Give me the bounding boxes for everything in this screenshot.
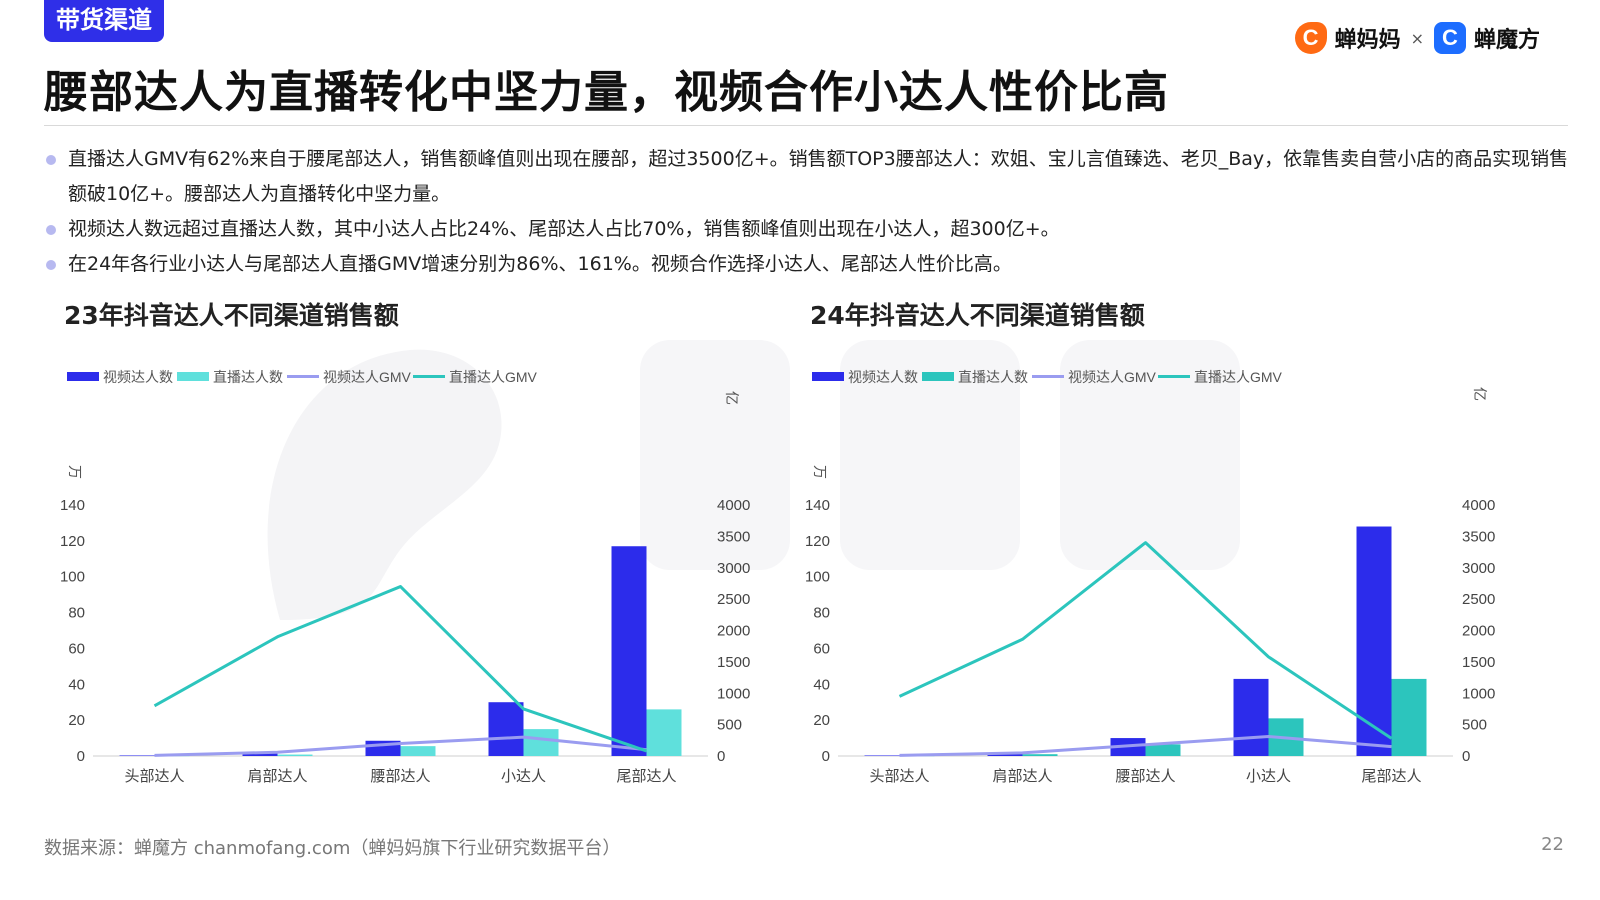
category-label: 头部达人 (869, 768, 929, 785)
bar (400, 746, 436, 756)
left-tick-label: 140 (805, 497, 830, 514)
bar (1356, 526, 1392, 756)
category-label: 头部达人 (124, 768, 184, 785)
series-line (154, 735, 647, 757)
chanmama-logo-icon: C (1294, 22, 1327, 54)
bullet-item: 在24年各行业小达人与尾部达人直播GMV增速分别为86%、161%。视频合作选择… (44, 247, 1574, 282)
right-tick-label: 3000 (1462, 560, 1495, 577)
page-number: 22 (1541, 834, 1564, 855)
bar (488, 702, 524, 756)
bar (242, 753, 278, 756)
bar (1145, 744, 1181, 756)
legend-label: 视频达人数 (103, 369, 173, 385)
left-tick-label: 40 (813, 676, 830, 693)
category-label: 小达人 (501, 768, 546, 785)
category-label: 腰部达人 (370, 768, 430, 785)
legend-label: 直播达人GMV (1194, 369, 1283, 385)
chanmofang-logo-text: 蝉魔方 (1473, 28, 1540, 53)
legend-label: 直播达人数 (958, 369, 1028, 385)
legend-label: 直播达人GMV (449, 369, 538, 385)
left-tick-label: 80 (813, 605, 830, 622)
right-tick-label: 1000 (1462, 685, 1495, 702)
chart-24: 视频达人数 直播达人数 视频达人GMV 直播达人GMV 万 亿 0 20 40 60 80 100 12… (805, 369, 1495, 785)
section-tag: 带货渠道 (44, 0, 164, 42)
legend-swatch (922, 372, 954, 381)
right-tick-label: 3000 (717, 560, 750, 577)
left-tick-label: 60 (813, 640, 830, 657)
brand-logos: C 蝉妈妈 × C 蝉魔方 (1294, 22, 1540, 54)
legend-label: 视频达人GMV (1068, 369, 1157, 385)
category-label: 腰部达人 (1115, 768, 1175, 785)
left-tick-label: 40 (68, 676, 85, 693)
right-tick-label: 1500 (1462, 654, 1495, 671)
right-tick-label: 1000 (717, 685, 750, 702)
chart-23: 视频达人数 直播达人数 视频达人GMV 直播达人GMV 万 亿 0 20 40 60 80 100 12… (60, 369, 750, 785)
bar (646, 709, 682, 756)
legend-label: 直播达人数 (213, 369, 283, 385)
right-axis-label: 亿 (724, 391, 740, 405)
left-tick-label: 20 (813, 712, 830, 729)
bar (611, 546, 647, 756)
bullet-item: 视频达人数远超过直播达人数，其中小达人占比24%、尾部达人占比70%，销售额峰值… (44, 212, 1574, 247)
right-tick-label: 2000 (717, 623, 750, 640)
left-axis-label: 万 (67, 465, 83, 479)
category-label: 尾部达人 (1361, 768, 1421, 785)
chanmofang-logo-icon: C (1433, 22, 1466, 54)
right-tick-label: 2500 (717, 591, 750, 608)
left-tick-label: 140 (60, 497, 85, 514)
left-tick-label: 0 (822, 748, 830, 765)
data-source-footer: 数据来源：蝉魔方 chanmofang.com（蝉妈妈旗下行业研究数据平台） (44, 838, 621, 859)
right-tick-label: 2500 (1462, 591, 1495, 608)
category-label: 小达人 (1246, 768, 1291, 785)
right-tick-label: 3500 (1462, 528, 1495, 545)
left-tick-label: 0 (77, 748, 85, 765)
left-tick-label: 100 (60, 569, 85, 586)
logo-separator: × (1410, 28, 1424, 48)
right-tick-label: 1500 (717, 654, 750, 671)
left-tick-label: 100 (805, 569, 830, 586)
category-label: 尾部达人 (616, 768, 676, 785)
category-label: 肩部达人 (247, 768, 307, 785)
left-tick-label: 60 (68, 640, 85, 657)
legend-swatch (812, 372, 844, 381)
category-label: 肩部达人 (992, 768, 1052, 785)
right-tick-label: 3500 (717, 528, 750, 545)
series-line (899, 735, 1392, 757)
bar (1022, 754, 1058, 756)
legend-swatch (67, 372, 99, 381)
legend-swatch (177, 372, 209, 381)
bar (1391, 678, 1427, 756)
title-divider (44, 125, 1568, 126)
right-tick-label: 4000 (1462, 497, 1495, 514)
chart-24-title: 24年抖音达人不同渠道销售额 (810, 301, 1145, 330)
left-axis-label: 万 (812, 465, 828, 479)
left-tick-label: 120 (60, 533, 85, 550)
legend-label: 视频达人GMV (323, 369, 412, 385)
left-tick-label: 120 (805, 533, 830, 550)
bar (523, 729, 559, 756)
bullet-list: 直播达人GMV有62%来自于腰尾部达人，销售额峰值则出现在腰部，超过3500亿+… (44, 142, 1574, 282)
right-tick-label: 0 (717, 748, 725, 765)
right-tick-label: 500 (717, 717, 742, 734)
page-title: 腰部达人为直播转化中坚力量，视频合作小达人性价比高 (44, 67, 1169, 118)
bar (864, 755, 900, 756)
series-line (153, 585, 647, 753)
bar (119, 755, 155, 756)
right-tick-label: 500 (1462, 717, 1487, 734)
left-tick-label: 80 (68, 605, 85, 622)
left-tick-label: 20 (68, 712, 85, 729)
chart-23-title: 23年抖音达人不同渠道销售额 (64, 301, 399, 330)
series-line (898, 541, 1393, 740)
right-tick-label: 4000 (717, 497, 750, 514)
right-tick-label: 0 (1462, 748, 1470, 765)
legend-label: 视频达人数 (848, 369, 918, 385)
bar (277, 754, 313, 756)
right-tick-label: 2000 (1462, 623, 1495, 640)
chanmama-logo-text: 蝉妈妈 (1334, 28, 1401, 53)
right-axis-label: 亿 (1472, 387, 1488, 401)
bar (1233, 678, 1269, 756)
bullet-item: 直播达人GMV有62%来自于腰尾部达人，销售额峰值则出现在腰部，超过3500亿+… (44, 142, 1574, 212)
